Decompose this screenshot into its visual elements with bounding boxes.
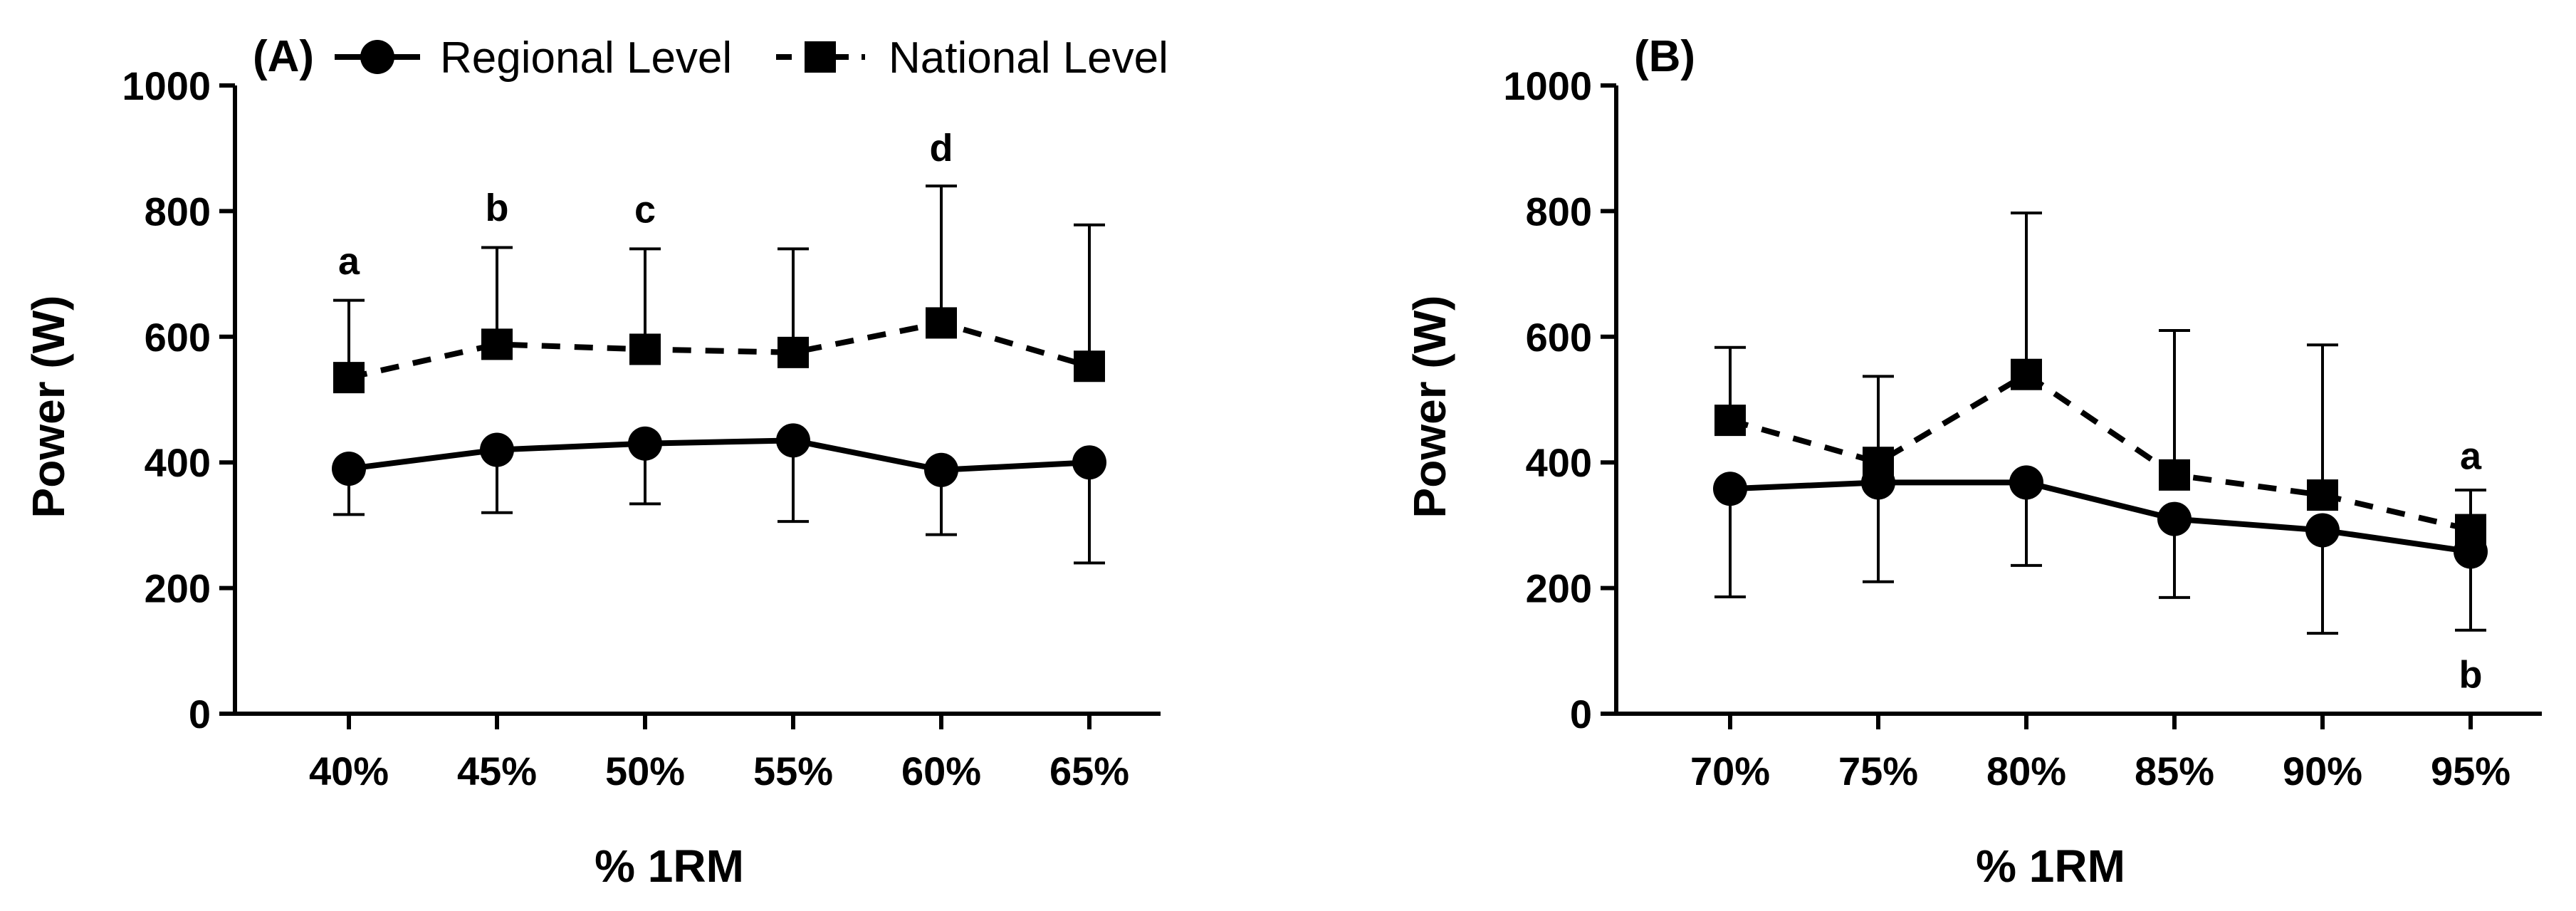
y-tick-label: 200 [1526,566,1592,611]
y-axis-title: Power (W) [23,296,74,519]
national-point [2159,459,2190,491]
national-point [777,336,809,368]
y-tick-label: 200 [145,566,211,611]
y-tick-label: 800 [1526,189,1592,234]
y-axis-title: Power (W) [1404,296,1455,519]
panel-label: (B) [1634,32,1695,81]
y-tick-label: 1000 [1503,63,1592,108]
y-tick-label: 600 [1526,315,1592,360]
x-tick-label: 65% [1049,749,1129,793]
regional-point [1072,445,1106,480]
x-tick-label: 95% [2431,749,2510,793]
x-tick-label: 70% [1690,749,1770,793]
regional-point [2305,513,2340,548]
panel-b: 0 200 400 600 800 1000 70% 75% 80% 85% 90% 95% % 1RM… [1404,32,2542,892]
y-tick-label: 800 [145,189,211,234]
x-tick-label: 55% [753,749,833,793]
x-axis-title: % 1RM [595,840,744,892]
national-point [629,333,661,365]
y-tick-label: 0 [1570,692,1592,736]
national-point [1714,405,1746,437]
x-tick-label: 90% [2283,749,2362,793]
y-tick-label: 600 [145,315,211,360]
regional-point [1713,472,1747,506]
x-tick-label: 40% [309,749,389,793]
national-series-line [1729,371,2471,533]
x-tick-label: 50% [605,749,685,793]
significance-letter: b [2459,653,2483,696]
significance-letter: c [634,189,656,231]
national-point [1863,447,1894,479]
regional-series-line [348,437,1090,473]
regional-series-line [1729,479,2471,555]
y-tick-label: 400 [145,440,211,485]
x-axis-title: % 1RM [1976,840,2125,892]
legend: Regional Level National Level [335,33,1168,83]
regional-point [2009,465,2043,500]
regional-point [2157,501,2192,536]
national-point [1074,350,1105,382]
national-point [2011,358,2042,390]
y-tick-label: 1000 [122,63,211,108]
x-tick-label: 60% [901,749,981,793]
panel-label: (A) [253,32,314,81]
national-series-line [348,320,1091,381]
national-point [2307,479,2338,511]
national-point [2455,514,2486,546]
x-tick-label: 85% [2135,749,2214,793]
panel-a: 0 200 400 600 800 1000 40% 45% 50% 55% 60% 65% % 1RM… [23,32,1168,892]
regional-point [332,452,366,486]
national-point [926,307,957,339]
regional-point [776,423,810,458]
significance-letter: a [338,240,360,283]
significance-letter: a [2460,434,2482,477]
y-tick-label: 0 [189,692,211,736]
national-point [333,362,365,394]
significance-letter: b [486,187,509,229]
legend-national-label: National Level [889,33,1168,83]
regional-point [480,432,514,467]
significance-letter: d [930,127,953,170]
national-point [481,328,513,360]
y-tick-label: 400 [1526,440,1592,485]
regional-point [628,426,662,461]
legend-regional-label: Regional Level [440,33,732,83]
x-tick-label: 45% [457,749,537,793]
x-tick-label: 75% [1838,749,1918,793]
legend-regional-marker [360,40,394,74]
x-tick-label: 80% [1986,749,2066,793]
legend-national-marker [805,41,836,73]
regional-point [924,452,958,487]
